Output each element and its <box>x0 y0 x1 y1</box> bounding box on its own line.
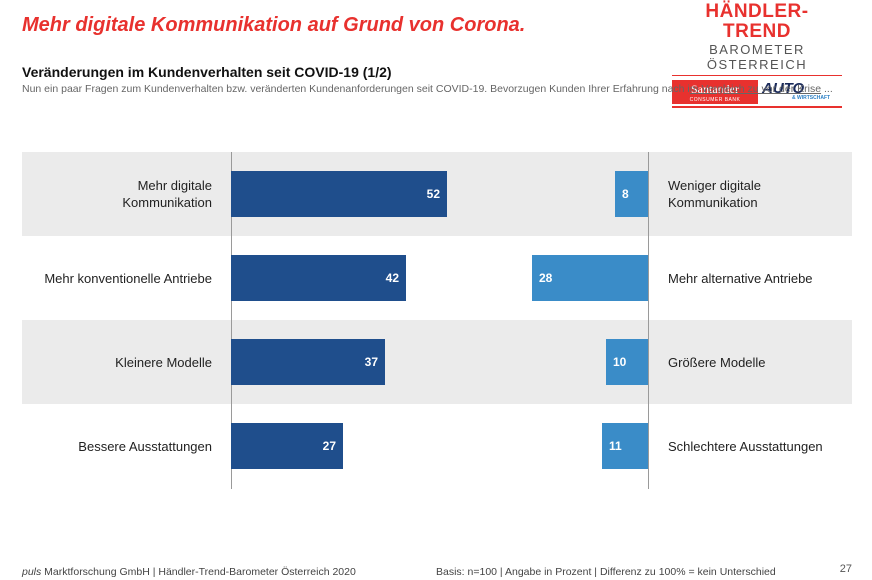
category-label-right-line: Schlechtere Ausstattungen <box>668 438 823 454</box>
category-label-left: Mehr digitale Kommunikation <box>22 177 212 211</box>
haendler-trend-logo: HÄNDLER-TREND BAROMETER ÖSTERREICH Santa… <box>672 2 842 108</box>
question-description: Nun ein paar Fragen zum Kundenverhalten … <box>22 83 852 96</box>
right-axis-line <box>648 152 649 489</box>
bar-right: 28 <box>532 255 648 301</box>
left-axis-line <box>231 152 232 489</box>
bar-left: 37 <box>231 339 385 385</box>
description-part2: m Vergleich zu vor der Krise <box>689 83 822 95</box>
chart-subtitle: Veränderungen im Kundenverhalten seit CO… <box>22 64 392 80</box>
value-label-left: 52 <box>426 187 440 201</box>
value-label-right: 28 <box>539 271 553 285</box>
bar-left: 27 <box>231 423 343 469</box>
logo-title: HÄNDLER-TREND <box>705 1 809 42</box>
footer-source-text: Marktforschung GmbH | Händler-Trend-Baro… <box>41 566 356 578</box>
category-label-right: Schlechtere Ausstattungen <box>668 438 848 455</box>
category-label-right-line: Weniger digitale <box>668 178 761 193</box>
page-number: 27 <box>839 563 852 575</box>
category-label-left-line: Mehr digitale <box>137 178 212 193</box>
bar-right: 11 <box>602 423 648 469</box>
category-label-right: Mehr alternative Antriebe <box>668 270 848 287</box>
value-label-right: 10 <box>613 355 627 369</box>
category-label-left: Bessere Ausstattungen <box>22 438 212 455</box>
bar-left: 42 <box>231 255 406 301</box>
description-part1: Nun ein paar Fragen zum Kundenverhalten … <box>22 83 690 95</box>
value-label-left: 42 <box>385 271 399 285</box>
category-label-left: Kleinere Modelle <box>22 354 212 371</box>
category-label-left-line: Mehr konventionelle Antriebe <box>44 270 212 286</box>
category-label-right-line: Größere Modelle <box>668 354 766 370</box>
bar-right: 8 <box>615 171 648 217</box>
value-label-left: 37 <box>364 355 378 369</box>
auto-wirtschaft-logo: AUTO & WIRTSCHAFT <box>758 80 842 104</box>
category-label-left-line: Kleinere Modelle <box>115 354 212 370</box>
logo-subtitle: BAROMETER ÖSTERREICH <box>672 42 842 76</box>
santander-name: Santander <box>691 81 739 96</box>
category-label-right-line: Mehr alternative Antriebe <box>668 270 813 286</box>
value-label-right: 11 <box>609 439 622 453</box>
logo-divider <box>672 106 842 108</box>
santander-sub: CONSUMER BANK <box>689 96 741 103</box>
footer-basis: Basis: n=100 | Angabe in Prozent | Diffe… <box>436 566 776 578</box>
category-label-right: Größere Modelle <box>668 354 848 371</box>
category-label-left-line: Kommunikation <box>122 195 212 210</box>
category-label-left-line: Bessere Ausstattungen <box>78 438 212 454</box>
description-part3: ... <box>821 83 833 95</box>
category-label-left: Mehr konventionelle Antriebe <box>22 270 212 287</box>
category-label-right: Weniger digitale Kommunikation <box>668 177 848 211</box>
auto-sub: & WIRTSCHAFT <box>792 95 831 101</box>
santander-logo: Santander CONSUMER BANK <box>672 80 758 104</box>
row-band <box>22 320 852 404</box>
footer-source: puls Marktforschung GmbH | Händler-Trend… <box>22 566 356 578</box>
footer-brand: puls <box>22 566 42 578</box>
value-label-left: 27 <box>322 439 336 453</box>
auto-name: AUTO <box>762 80 805 97</box>
headline: Mehr digitale Kommunikation auf Grund vo… <box>22 14 526 36</box>
value-label-right: 8 <box>622 187 629 201</box>
bar-right: 10 <box>606 339 648 385</box>
category-label-right-line: Kommunikation <box>668 195 758 210</box>
bar-left: 52 <box>231 171 447 217</box>
